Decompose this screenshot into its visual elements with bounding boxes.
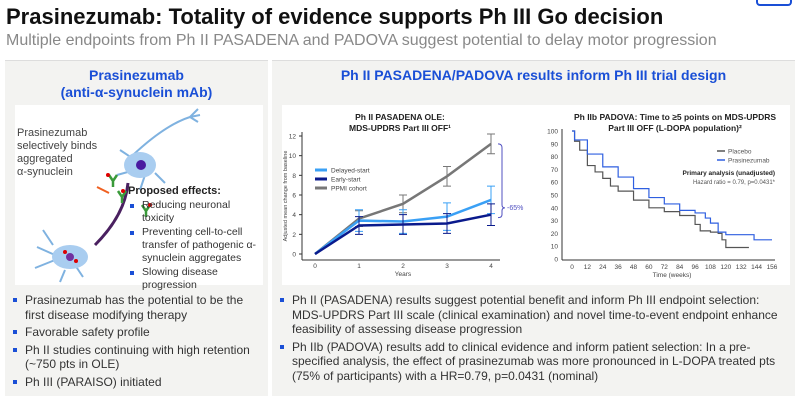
error-bar (355, 216, 363, 235)
heading-line: (anti-α-synuclein mAb) (60, 84, 213, 100)
legend-label: Placebo (728, 149, 752, 156)
x-tick-label: 60 (645, 264, 653, 271)
error-bar (443, 213, 451, 234)
bullet-item: Prasinezumab has the potential to be the… (11, 293, 261, 322)
x-tick-label: 120 (720, 264, 731, 271)
y-tick-label: 40 (551, 205, 559, 212)
antibody-icon (107, 174, 119, 187)
arrow-icon (96, 186, 110, 194)
y-tick-label: 100 (547, 129, 558, 136)
effect-item: Preventing cell-to-cell transfer of path… (128, 226, 263, 265)
legend-label: Delayed-start (331, 168, 370, 175)
y-tick-label: 30 (551, 218, 559, 225)
y-axis-label: Adjusted mean change from baseline (283, 151, 289, 242)
y-tick-label: 2 (292, 232, 296, 239)
effect-item: Slowing disease progression (128, 266, 263, 292)
y-tick-label: 0 (554, 257, 558, 264)
proposed-effects: Proposed effects: Reducing neuronal toxi… (128, 185, 263, 295)
y-tick-label: 4 (292, 212, 296, 219)
y-tick-label: 90 (551, 141, 559, 148)
error-bar (399, 214, 407, 235)
x-tick-label: 0 (570, 264, 574, 271)
neuron-illustration (34, 108, 201, 283)
analysis-text: Hazard ratio = 0.79, p=0.0431* (693, 180, 776, 186)
x-tick-label: 3 (445, 263, 449, 270)
y-tick-label: 0 (292, 252, 296, 259)
x-tick-label: 2 (401, 263, 405, 270)
y-tick-label: 70 (551, 167, 559, 174)
x-tick-label: 4 (489, 263, 493, 270)
error-bar (487, 203, 495, 226)
legend-label: Early-start (331, 177, 361, 184)
x-tick-label: 36 (615, 264, 623, 271)
y-tick-label: 12 (289, 134, 297, 141)
error-bar (443, 165, 451, 187)
left-heading: Prasinezumab (anti-α-synuclein mAb) (5, 67, 268, 101)
x-axis-label: Time (weeks) (653, 272, 692, 279)
heading-line: Prasinezumab (89, 67, 184, 83)
bullet-item: Ph II studies continuing with high reten… (11, 343, 261, 372)
x-tick-label: 84 (676, 264, 684, 271)
left-panel: Prasinezumab (anti-α-synuclein mAb) Prasi… (5, 60, 268, 396)
x-tick-label: 12 (584, 264, 592, 271)
x-axis-label: Years (395, 271, 412, 278)
bracket (497, 143, 506, 219)
right-panel: Ph II PASADENA/PADOVA results inform Ph … (272, 60, 795, 396)
x-tick-label: 108 (705, 264, 716, 271)
chart1-title: Ph II PASADENA OLE: MDS-UPDRS Part III OF… (348, 112, 451, 133)
y-tick-label: 6 (292, 193, 296, 200)
km-curve-placebo (572, 130, 749, 249)
right-bullets: Ph II (PASADENA) results suggest potenti… (278, 293, 788, 386)
legend-label: Prasinezumab (728, 158, 770, 165)
annotation: -65% (507, 205, 523, 212)
page-subtitle: Multiple endpoints from Ph II PASADENA a… (6, 32, 717, 49)
bullet-item: Ph III (PARAISO) initiated (11, 375, 261, 390)
x-tick-label: 72 (661, 264, 669, 271)
figure-label: Prasinezumab selectively binds aggregated α… (17, 127, 98, 178)
x-tick-label: 1 (357, 263, 361, 270)
y-tick-label: 60 (551, 180, 559, 187)
right-heading: Ph II PASADENA/PADOVA results inform Ph … (340, 67, 727, 83)
x-tick-label: 24 (599, 264, 607, 271)
x-tick-label: 144 (751, 264, 762, 271)
x-tick-label: 96 (691, 264, 699, 271)
bullet-item: Favorable safety profile (11, 325, 261, 340)
mechanism-figure: Prasinezumab selectively binds aggregated α… (15, 105, 263, 291)
legend-label: PPMI cohort (331, 186, 367, 193)
charts-area (282, 105, 790, 285)
x-tick-label: 0 (313, 263, 317, 270)
x-tick-label: 156 (767, 264, 778, 271)
y-tick-label: 10 (289, 153, 297, 160)
km-curve-prasinezumab (572, 130, 772, 241)
y-tick-label: 20 (551, 231, 559, 238)
y-tick-label: 50 (551, 193, 559, 200)
padova-chart: 0 10 20 30 40 50 60 70 80 90 100 0 12 24 36 48 60 72 84 96 1… (547, 129, 778, 280)
page-title: Prasinezumab: Totality of evidence suppo… (6, 4, 664, 29)
effect-item: Reducing neuronal toxicity (128, 199, 263, 225)
y-tick-label: 8 (292, 173, 296, 180)
error-bar (487, 133, 495, 155)
x-tick-label: 132 (736, 264, 747, 271)
analysis-title: Primary analysis (unadjusted) (683, 170, 775, 177)
bullet-item: Ph II (PASADENA) results suggest potenti… (278, 293, 788, 337)
logo (756, 0, 792, 6)
y-tick-label: 80 (551, 154, 559, 161)
left-bullets: Prasinezumab has the potential to be the… (11, 293, 261, 392)
antibody-icon (116, 190, 128, 203)
antibody-icon (140, 204, 152, 217)
bullet-item: Ph IIb (PADOVA) results add to clinical … (278, 340, 788, 384)
chart2-title: Ph IIb PADOVA: Time to ≥5 points on MDS-… (573, 112, 777, 133)
x-tick-label: 48 (630, 264, 638, 271)
y-tick-label: 10 (551, 244, 559, 251)
